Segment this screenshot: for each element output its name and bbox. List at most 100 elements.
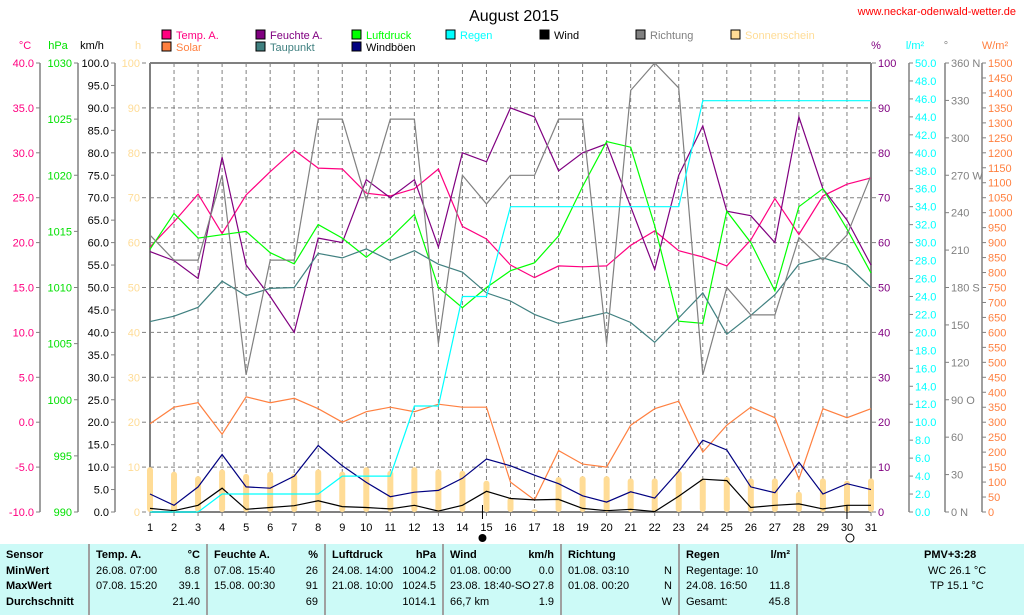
axis-label-solar: 1150 — [988, 163, 1012, 175]
axis-label-temp: 10.0 — [13, 327, 34, 339]
rain-unit: l/m² — [770, 549, 790, 561]
x-tick-label: 9 — [339, 522, 345, 534]
axis-label-pressure: 1010 — [48, 283, 72, 295]
axis-label-direction: 330 — [951, 95, 969, 107]
axis-label-sun: 90 — [128, 103, 140, 115]
full-moon-icon — [478, 534, 487, 542]
sunshine-bar — [171, 471, 178, 512]
axis-label-temp: 20.0 — [13, 238, 34, 250]
x-tick-label: 6 — [267, 522, 273, 534]
x-tick-label: 18 — [552, 522, 564, 534]
x-axis: 1 2 3 4 5 6 7 8 9 10 11 12 13 14 15 16 17 18 19 20 21 22 23 24 2… — [147, 512, 877, 534]
sunshine-bar — [195, 476, 202, 512]
axis-label-solar: 600 — [988, 327, 1006, 339]
sunshine-bar — [795, 491, 802, 512]
axis-label-wind: 55.0 — [88, 260, 109, 272]
weather-chart: August 2015 www.neckar-odenwald-wetter.d… — [9, 6, 1016, 543]
x-tick-label: 26 — [745, 522, 757, 534]
press-min: 1004.2 — [402, 564, 436, 577]
x-tick-label: 10 — [360, 522, 372, 534]
dir-min: N — [664, 564, 672, 577]
axis-label-solar: 1200 — [988, 148, 1012, 160]
axis-label-solar: 700 — [988, 297, 1006, 309]
axis-label-solar: 0 — [988, 507, 994, 519]
sunshine-bar — [459, 470, 466, 512]
x-tick-label: 2 — [171, 522, 177, 534]
legend-swatch — [161, 29, 172, 40]
series-line-temp-a- — [149, 149, 872, 279]
legend-swatch — [351, 29, 362, 40]
axis-label-wind: 70.0 — [88, 193, 109, 205]
rain-max-time: 24.08. 16:50 — [686, 580, 748, 592]
legend-swatch — [351, 41, 362, 52]
hum-unit: % — [308, 549, 318, 561]
axis-label-temp: 35.0 — [13, 103, 34, 115]
axis-label-pressure: 1005 — [48, 339, 72, 351]
axis-unit-direction: ° — [944, 40, 948, 52]
axis-label-humidity: 30 — [878, 372, 890, 384]
axis-label-wind: 5.0 — [94, 485, 109, 497]
sunshine-bar — [339, 471, 346, 512]
axis-label-temp: -10.0 — [9, 507, 34, 519]
sunshine-bar — [675, 470, 682, 512]
axis-label-sun: 50 — [128, 283, 140, 295]
legend-label: Solar — [176, 42, 202, 54]
legend-label: Sonnenschein — [745, 30, 815, 42]
site-link[interactable]: www.neckar-odenwald-wetter.de — [857, 6, 1016, 18]
axis-label-humidity: 0 — [878, 507, 884, 519]
axis-label-rain: 32.0 — [915, 220, 936, 232]
legend-swatch — [255, 41, 266, 52]
col-temp: Temp. A. °C 26.08. 07:00 8.8 07.08. 15:20 3… — [88, 544, 206, 615]
pmv-wc: WC 26.1 °C — [928, 564, 987, 577]
temp-max-time: 07.08. 15:20 — [96, 580, 158, 592]
sensor-min: MinWert — [6, 564, 50, 577]
axis-label-wind: 75.0 — [88, 170, 109, 182]
x-tick-label: 29 — [817, 522, 829, 534]
axis-label-rain: 38.0 — [915, 166, 936, 178]
sunshine-bar — [315, 469, 322, 512]
temp-min-time: 26.08. 07:00 — [96, 564, 158, 577]
axis-label-direction: 60 — [951, 432, 963, 444]
temp-max: 39.1 — [178, 580, 200, 592]
axis-label-direction: 210 — [951, 245, 969, 257]
wind-header: Wind — [450, 549, 477, 561]
axis-label-pressure: 1000 — [48, 395, 72, 407]
axis-label-temp: -5.0 — [15, 462, 34, 474]
axis-label-pressure: 990 — [54, 507, 72, 519]
axis-label-solar: 200 — [988, 447, 1006, 459]
sunshine-bars — [147, 467, 874, 512]
axis-label-rain: 16.0 — [915, 363, 936, 375]
legend-label: Richtung — [650, 30, 693, 42]
x-tick-label: 13 — [432, 522, 444, 534]
axis-label-sun: 40 — [128, 327, 140, 339]
axis-label-solar: 150 — [988, 462, 1006, 474]
x-tick-label: 3 — [195, 522, 201, 534]
axis-label-rain: 44.0 — [915, 112, 936, 124]
sunshine-bar — [723, 476, 730, 512]
axis-label-wind: 80.0 — [88, 148, 109, 160]
x-tick-label: 5 — [243, 522, 249, 534]
sensor-max: MaxWert — [6, 580, 52, 592]
axis-label-solar: 1350 — [988, 103, 1012, 115]
axis-label-solar: 1250 — [988, 133, 1012, 145]
sensor-avg: Durchschnitt — [6, 595, 74, 608]
axis-label-sun: 20 — [128, 417, 140, 429]
col-pressure: Luftdruck hPa 24.08. 14:00 1004.2 21.08. 1… — [324, 544, 442, 615]
axis-label-wind: 95.0 — [88, 80, 109, 92]
axis-label-rain: 6.0 — [915, 453, 930, 465]
axis-label-humidity: 60 — [878, 238, 890, 250]
axis-label-humidity: 20 — [878, 417, 890, 429]
axis-label-humidity: 10 — [878, 462, 890, 474]
sunshine-bar — [843, 480, 850, 512]
legend-label: Feuchte A. — [270, 30, 323, 42]
legend-swatch — [161, 41, 172, 52]
legend-label: Windböen — [366, 42, 416, 54]
axis-label-solar: 900 — [988, 238, 1006, 250]
sunshine-bar — [219, 469, 226, 512]
axis-label-humidity: 70 — [878, 193, 890, 205]
stats-table: Sensor MinWert MaxWert Durchschnitt Temp… — [0, 544, 1024, 615]
axis-label-wind: 35.0 — [88, 350, 109, 362]
axis-label-direction: 360 N — [951, 58, 980, 70]
chart-title: August 2015 — [469, 8, 559, 25]
series-line-solar — [149, 396, 872, 501]
